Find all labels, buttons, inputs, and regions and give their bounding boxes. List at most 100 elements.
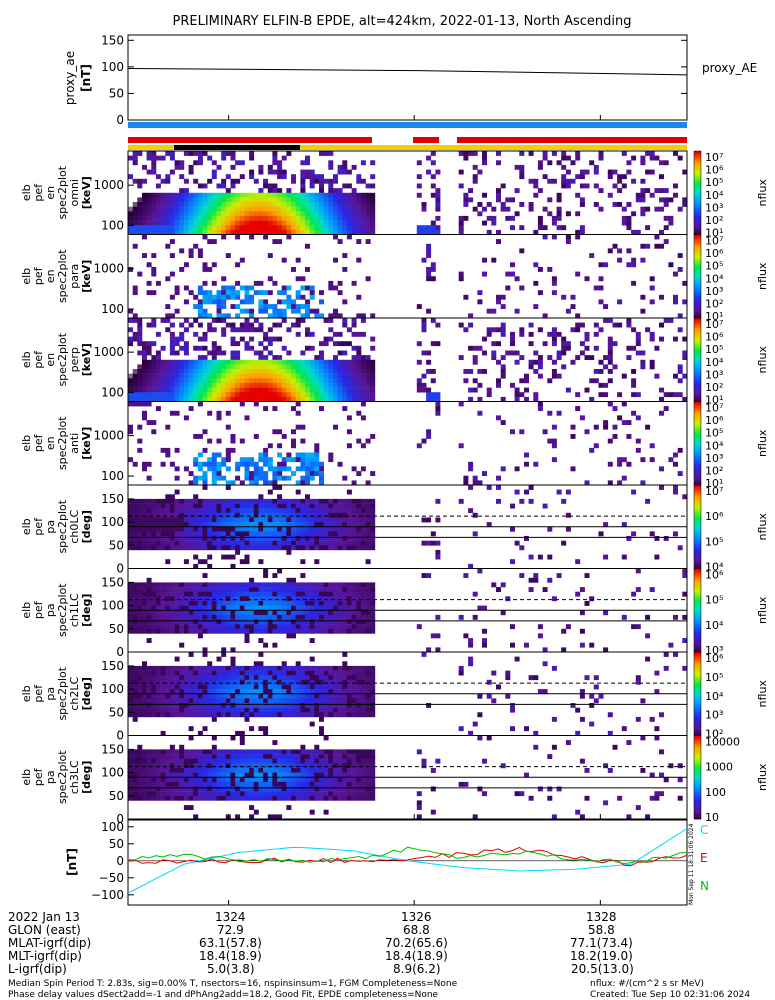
heatmap-cell	[160, 387, 166, 393]
heatmap-cell	[323, 605, 329, 611]
heatmap-cell	[174, 396, 180, 402]
heatmap-cell	[221, 665, 227, 671]
heatmap-cell	[305, 582, 310, 588]
heatmap-cell	[188, 536, 194, 541]
heatmap-cell	[207, 619, 213, 625]
heatmap-cell	[673, 336, 678, 342]
heatmap-cell	[197, 215, 203, 221]
heatmap-cell	[305, 605, 310, 611]
heatmap-cell	[258, 503, 264, 509]
heatmap-cell	[249, 679, 255, 685]
heatmap-cell	[132, 763, 138, 769]
bar-yellow	[128, 145, 687, 150]
heatmap-cell	[197, 610, 203, 616]
heatmap-cell	[174, 369, 180, 374]
heatmap-cell	[458, 271, 464, 277]
heatmap-cell	[351, 164, 357, 170]
heatmap-cell	[151, 211, 157, 217]
heatmap-cell	[202, 536, 208, 541]
heatmap-cell	[151, 164, 157, 170]
heatmap-cell	[221, 628, 227, 634]
heatmap-cell	[281, 369, 287, 374]
heatmap-cell	[346, 387, 352, 393]
colorbar-tick-label: 10²	[705, 464, 723, 477]
heatmap-cell	[132, 777, 138, 783]
heatmap-cell	[193, 596, 199, 602]
heatmap-cell	[272, 466, 278, 472]
heatmap-cell	[202, 675, 208, 681]
heatmap-cell	[230, 151, 236, 156]
heatmap-cell	[295, 452, 301, 458]
heatmap-cell	[160, 345, 166, 351]
heatmap-cell	[165, 197, 171, 203]
heatmap-cell	[291, 211, 296, 217]
heatmap-cell	[556, 373, 562, 379]
colorbar-step	[694, 720, 701, 724]
heatmap-cell	[328, 498, 334, 504]
heatmap-cell	[533, 178, 539, 184]
heatmap-cell	[300, 508, 306, 514]
heatmap-cell	[277, 174, 283, 180]
heatmap-cell	[607, 730, 613, 736]
heatmap-cell	[472, 591, 478, 597]
heatmap-cell	[221, 596, 227, 602]
heatmap-cell	[179, 364, 185, 370]
heatmap-cell	[239, 174, 245, 180]
colorbar-step	[694, 301, 701, 304]
heatmap-cell	[160, 369, 166, 374]
heatmap-cell	[258, 498, 264, 504]
heatmap-cell	[295, 304, 301, 309]
heatmap-cell	[207, 712, 213, 718]
heatmap-cell	[323, 526, 329, 532]
heatmap-cell	[267, 215, 273, 221]
heatmap-cell	[472, 378, 478, 384]
heatmap-cell	[514, 387, 520, 393]
heatmap-cell	[230, 703, 236, 708]
heatmap-cell	[267, 443, 273, 449]
heatmap-cell	[323, 545, 329, 551]
heatmap-cell	[169, 610, 175, 616]
heatmap-cell	[277, 466, 283, 472]
heatmap-cell	[291, 536, 296, 541]
heatmap-cell	[202, 689, 208, 694]
heatmap-cell	[621, 457, 627, 463]
heatmap-cell	[351, 512, 357, 518]
heatmap-cell	[267, 336, 273, 342]
heatmap-cell	[239, 703, 245, 708]
heatmap-cell	[356, 614, 362, 620]
heatmap-cell	[165, 192, 171, 198]
heatmap-cell	[142, 355, 147, 360]
heatmap-cell	[253, 369, 259, 374]
heatmap-cell	[272, 229, 278, 235]
heatmap-cell	[169, 220, 175, 226]
heatmap-cell	[365, 536, 371, 541]
heatmap-cell	[267, 628, 273, 634]
colorbar-step	[694, 668, 701, 672]
heatmap-cell	[319, 675, 324, 681]
heatmap-cells	[128, 652, 688, 736]
colorbar-step	[694, 265, 701, 269]
heatmap-cell	[249, 308, 255, 314]
heatmap-cell	[426, 253, 432, 258]
heatmap-cell	[142, 582, 147, 588]
heatmap-cell	[146, 396, 152, 402]
heatmap-cell	[333, 703, 338, 708]
heatmap-cell	[128, 540, 133, 546]
heatmap-cell	[421, 206, 427, 212]
heatmap-cell	[216, 220, 222, 226]
heatmap-cell	[207, 299, 213, 305]
heatmap-cell	[300, 712, 306, 718]
heatmap-cell	[169, 744, 175, 750]
heatmap-cell	[314, 461, 320, 467]
heatmap-cell	[239, 545, 245, 551]
heatmap-cell	[482, 336, 487, 342]
heatmap-cell	[160, 758, 166, 764]
heatmap-cell	[263, 526, 269, 532]
colorbar-step	[694, 322, 701, 325]
heatmap-cell	[328, 378, 334, 384]
heatmap-cell	[565, 155, 571, 161]
heatmap-cell	[128, 225, 133, 231]
colorbar-step	[694, 595, 701, 599]
heatmap-cell	[435, 202, 441, 207]
